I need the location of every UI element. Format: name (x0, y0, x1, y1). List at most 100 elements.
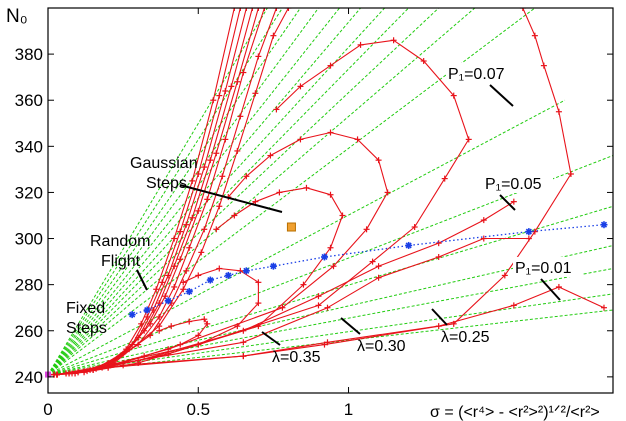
red-point-12-11 (357, 41, 364, 48)
red-point-9-10 (180, 279, 187, 286)
red-point-11-3 (279, 304, 286, 311)
annotation-gaussian: Gaussian Steps (130, 155, 283, 213)
annotation-lambda-025-text: λ=0.25 (441, 329, 490, 346)
green-line-23 (48, 99, 566, 376)
blue-point-35-10 (525, 228, 533, 236)
red-point-7-4 (180, 286, 187, 293)
red-point-13-8 (555, 108, 562, 115)
red-point-14-2 (240, 339, 247, 346)
red-point-10-12 (213, 226, 220, 233)
green-line-26 (48, 8, 440, 375)
ticks-layer: 0 0.5 1 240 260 280 300 320 340 360 380 (15, 8, 613, 419)
red-point-15-6 (555, 283, 562, 290)
red-point-6-6 (201, 226, 208, 233)
red-point-3-10 (249, 8, 256, 11)
green-line-22 (48, 155, 613, 376)
red-point-0-10 (231, 8, 238, 11)
x-axis-label: σ = (<r⁴> - <r²>²)¹ᐟ²/<r²> (430, 404, 600, 421)
red-point-12-9 (420, 58, 427, 65)
red-point-3-8 (207, 157, 214, 164)
red-point-12-12 (327, 62, 334, 69)
x-tick-label-1: 0.5 (186, 400, 210, 419)
annotation-p1-005-text: P₁=0.05 (485, 176, 542, 193)
red-point-12-10 (390, 37, 397, 44)
red-point-16-2 (240, 327, 247, 334)
annotation-lambda-035-text: λ=0.35 (272, 349, 321, 366)
red-point-4-10 (255, 8, 262, 11)
red-point-0-7 (171, 235, 178, 242)
x-tick-label-0: 0 (43, 400, 52, 419)
red-point-8-5 (195, 332, 202, 339)
red-point-2-9 (222, 87, 229, 94)
annotation-gaussian-line1: Gaussian (130, 155, 198, 172)
red-point-5-8 (222, 136, 229, 143)
red-point-10-6 (339, 212, 346, 219)
blue-point-35-6 (242, 267, 250, 275)
annotation-random: Random Flight (90, 233, 150, 291)
green-line-32 (48, 8, 301, 375)
red-point-1-9 (216, 92, 223, 99)
red-point-0-9 (210, 97, 217, 104)
y-tick-label-4: 320 (15, 183, 43, 202)
red-point-16-7 (510, 198, 517, 205)
red-point-11-7 (375, 157, 382, 164)
red-point-14-5 (435, 253, 442, 260)
red-point-5-10 (261, 8, 268, 11)
blue-point-35-8 (320, 253, 328, 261)
blue-point-35-4 (206, 276, 214, 284)
blue-point-35-7 (269, 262, 277, 270)
blue-point-35-1 (143, 306, 151, 314)
red-point-12-4 (369, 258, 376, 265)
blue-point-35-5 (224, 271, 232, 279)
red-point-5-5 (171, 283, 178, 290)
plot-area (48, 8, 613, 378)
green-line-28 (48, 8, 385, 375)
red-point-14-7 (525, 235, 532, 242)
red-point-15-7 (600, 304, 607, 311)
annotation-p1-001-pointer (540, 278, 561, 301)
curves-layer (48, 8, 613, 378)
red-point-4-6 (177, 256, 184, 263)
blue-point-35-3 (185, 288, 193, 296)
annotation-p1-005: P₁=0.05 (483, 173, 553, 211)
annotation-p1-005-bg (483, 173, 553, 193)
red-point-15-3 (324, 339, 331, 346)
red-point-14-3 (324, 304, 331, 311)
red-point-4-9 (234, 78, 241, 85)
annotation-p1-001: P₁=0.01 (513, 257, 583, 301)
red-point-3-7 (189, 214, 196, 221)
y-tick-label-0: 240 (15, 368, 43, 387)
red-point-8-8 (186, 318, 193, 325)
red-point-10-9 (276, 189, 283, 196)
green-line-31 (48, 8, 319, 375)
red-point-7-9 (270, 32, 277, 39)
annotation-fixed-line2: Steps (66, 320, 107, 337)
red-point-10-4 (300, 281, 307, 288)
red-point-7-8 (252, 90, 259, 97)
green-line-30 (48, 8, 340, 375)
red-point-11-9 (327, 129, 334, 136)
red-point-6-10 (273, 8, 280, 11)
annotation-lambda-025-pointer (431, 308, 448, 326)
red-point-16-6 (480, 217, 487, 224)
red-point-13-11 (519, 8, 526, 11)
red-point-3-6 (171, 263, 178, 270)
annotation-lambda-035: λ=0.35 (261, 331, 321, 366)
red-point-9-5 (255, 300, 262, 307)
green-line-21 (48, 205, 613, 376)
red-point-4-5 (162, 293, 169, 300)
blue-point-35-2 (164, 297, 172, 305)
annotation-lambda-025: λ=0.25 (431, 308, 490, 346)
red-point-16-4 (375, 263, 382, 270)
x-tick-label-2: 1 (344, 400, 353, 419)
annotation-gaussian-pointer (179, 184, 283, 213)
red-point-12-3 (315, 302, 322, 309)
red-point-4-8 (213, 150, 220, 157)
annotation-lambda-030: λ=0.30 (340, 317, 406, 355)
red-point-10-11 (231, 212, 238, 219)
red-point-16-0 (54, 371, 61, 378)
red-point-8-10 (156, 327, 163, 334)
annotation-p1-001-bg (513, 257, 583, 277)
red-point-1-6 (159, 279, 166, 286)
